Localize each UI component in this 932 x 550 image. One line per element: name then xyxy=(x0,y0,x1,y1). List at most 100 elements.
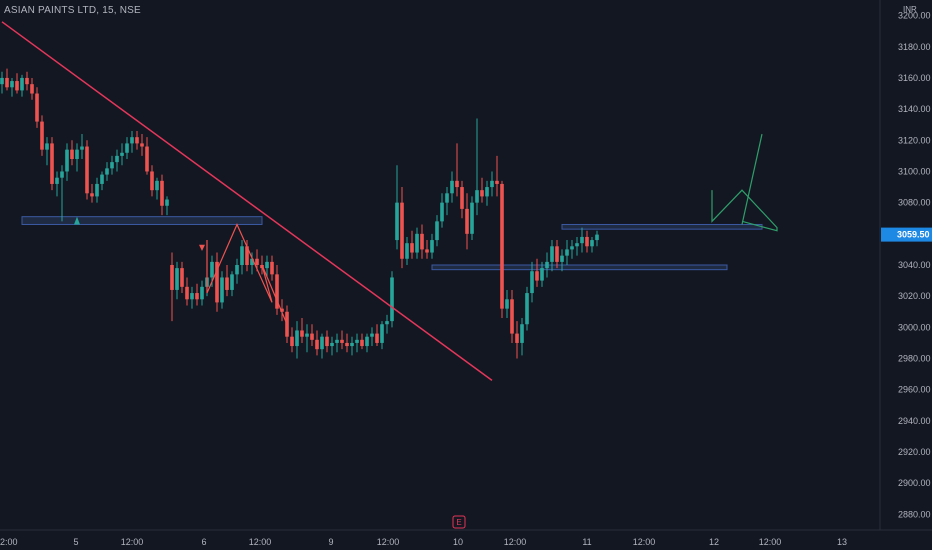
zone-1 xyxy=(431,264,728,271)
candle-body xyxy=(240,246,244,265)
candle-body xyxy=(70,149,74,159)
candle-body xyxy=(200,286,204,300)
candle-body xyxy=(490,180,494,188)
candle-110 xyxy=(550,240,554,272)
candle-5 xyxy=(25,71,29,91)
candle-body xyxy=(130,137,134,144)
candle-63 xyxy=(315,330,319,356)
candle-38 xyxy=(190,286,194,309)
candle-7 xyxy=(35,87,39,128)
candle-body xyxy=(555,246,559,262)
candle-body xyxy=(430,240,434,253)
candle-body xyxy=(475,190,479,203)
candle-80 xyxy=(400,187,404,269)
candle-body xyxy=(595,234,599,241)
price-axis: 3200.00 3180.00 3160.00 3140.00 3120.00 3100.… xyxy=(879,0,932,530)
candle-45 xyxy=(225,265,229,297)
candle-53 xyxy=(265,255,269,278)
drawn-path-2 xyxy=(741,133,763,225)
candle-70 xyxy=(350,336,354,356)
candle-20 xyxy=(100,171,104,191)
candle-body xyxy=(380,324,384,343)
candle-74 xyxy=(370,327,374,347)
candle-39 xyxy=(195,283,199,306)
candle-body xyxy=(370,333,374,337)
candle-92 xyxy=(460,180,464,219)
candle-101 xyxy=(505,289,509,318)
candle-body xyxy=(215,261,219,303)
event-marker-box xyxy=(452,515,466,529)
candle-49 xyxy=(245,240,249,272)
candle-25 xyxy=(125,137,129,159)
candle-112 xyxy=(560,249,564,272)
candle-body xyxy=(20,77,24,91)
candle-66 xyxy=(330,336,334,356)
candle-body xyxy=(320,336,324,350)
candle-73 xyxy=(365,333,369,353)
candle-0 xyxy=(0,71,4,94)
candle-22 xyxy=(110,155,114,175)
price-tick-8: 3040.00 xyxy=(898,260,931,270)
candle-body xyxy=(295,330,299,347)
candle-body xyxy=(180,268,184,287)
candle-117 xyxy=(585,230,589,253)
candle-body xyxy=(470,202,474,234)
candle-body xyxy=(115,155,119,163)
time-label-5: 9 xyxy=(328,537,333,547)
candle-body xyxy=(150,171,154,191)
candle-body xyxy=(420,233,424,250)
candle-96 xyxy=(480,177,484,203)
candle-78 xyxy=(390,271,394,328)
candle-body xyxy=(350,342,354,347)
candle-body xyxy=(185,286,189,300)
candle-body xyxy=(480,190,484,197)
candle-body xyxy=(25,77,29,85)
candle-body xyxy=(360,339,364,347)
zones-layer xyxy=(21,216,763,271)
candle-body xyxy=(110,162,114,169)
candle-body xyxy=(65,149,69,172)
candle-body xyxy=(105,168,109,175)
candle-body xyxy=(195,293,199,300)
candle-body xyxy=(15,81,19,91)
candle-58 xyxy=(290,327,294,353)
candle-87 xyxy=(435,215,439,247)
candle-109 xyxy=(545,252,549,278)
candle-body xyxy=(305,333,309,337)
candle-body xyxy=(45,143,49,150)
candle-body xyxy=(535,271,539,281)
price-tick-2: 3160.00 xyxy=(898,73,931,83)
candle-body xyxy=(85,146,89,194)
candle-body xyxy=(225,277,229,290)
candle-body xyxy=(580,236,584,244)
candle-body xyxy=(525,293,529,325)
candle-body xyxy=(80,146,84,150)
candle-body xyxy=(560,255,564,262)
candles-layer xyxy=(0,68,599,359)
time-label-6: 12:00 xyxy=(377,537,400,547)
candle-body xyxy=(345,342,349,347)
candle-54 xyxy=(270,255,274,281)
candle-body xyxy=(530,271,534,294)
zone-2 xyxy=(561,223,763,230)
candle-body xyxy=(445,193,449,203)
candle-98 xyxy=(490,171,494,197)
price-tick-15: 2900.00 xyxy=(898,478,931,488)
candle-13 xyxy=(65,143,69,181)
candle-10 xyxy=(50,137,54,191)
candle-33 xyxy=(165,196,169,216)
resistance-marker xyxy=(199,244,205,251)
candle-body xyxy=(460,187,464,209)
candle-body xyxy=(540,268,544,281)
candle-19 xyxy=(95,177,99,203)
candle-28 xyxy=(140,134,144,156)
candle-body xyxy=(485,187,489,197)
candle-body xyxy=(255,258,259,265)
candle-29 xyxy=(145,137,149,175)
candle-body xyxy=(450,180,454,194)
candle-15 xyxy=(75,143,79,172)
candle-107 xyxy=(535,258,539,287)
candle-body xyxy=(340,339,344,343)
price-tick-6: 3080.00 xyxy=(898,198,931,208)
